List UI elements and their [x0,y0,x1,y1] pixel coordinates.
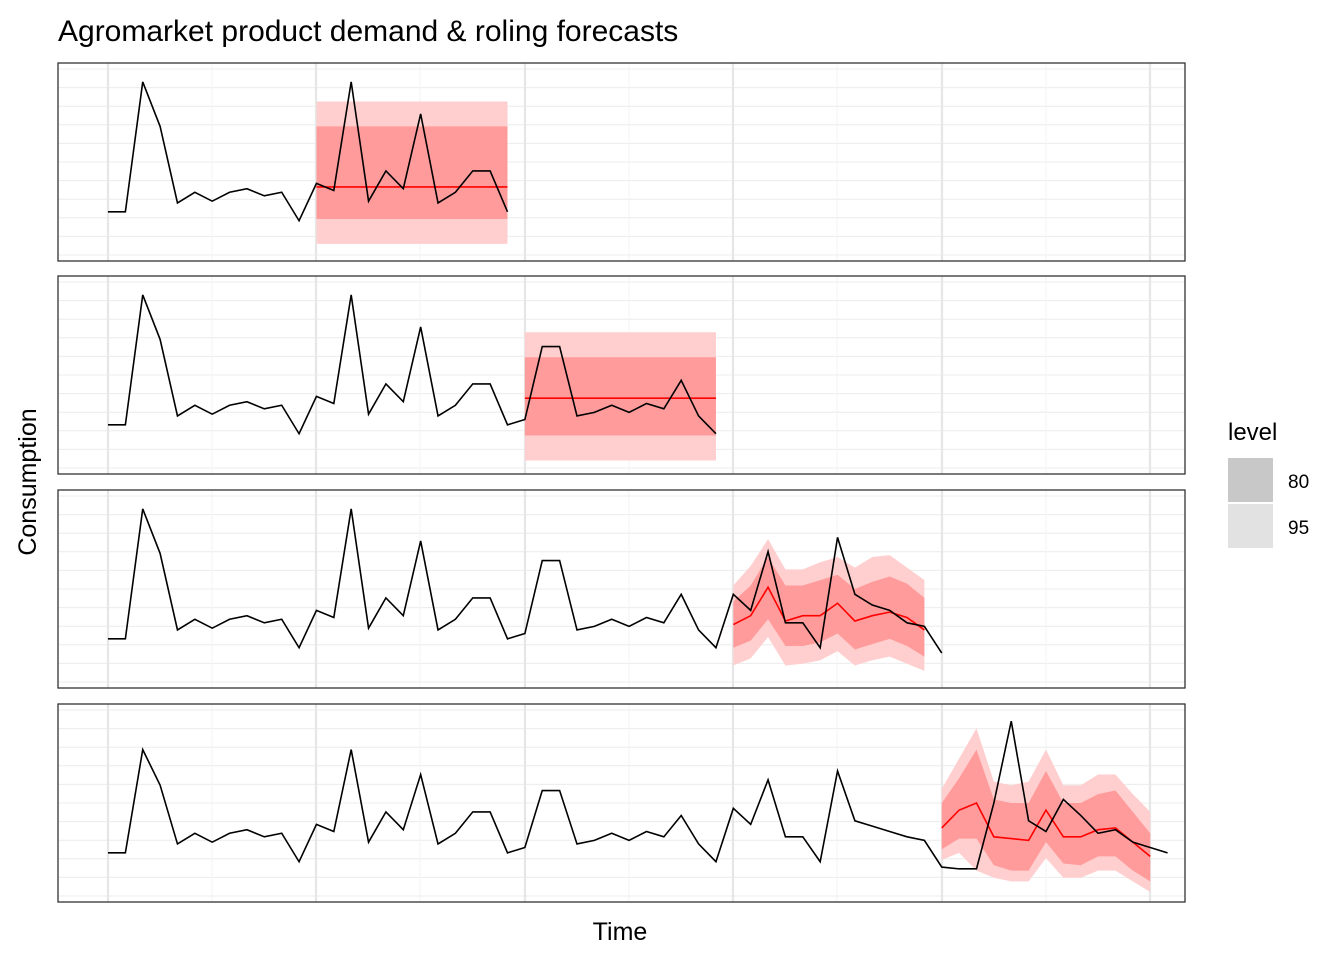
forecast-band-80 [524,357,716,436]
legend-label-80: 80 [1288,472,1309,493]
forecast-band-80 [316,126,508,219]
actual-series-line [108,508,943,654]
facet-panel-3 [57,489,1186,689]
panel-border [57,703,1186,903]
legend-key-95 [1228,504,1273,548]
panel-border [57,489,1186,689]
legend-title: level [1228,419,1277,446]
legend-label-95: 95 [1288,518,1309,539]
legend: level 80 95 [1228,419,1309,548]
panel-border [57,275,1186,475]
y-axis-title: Consumption [14,408,42,555]
forecast-mean-line [941,801,1151,858]
actual-series-line [108,720,1168,870]
forecast-band-80 [733,556,925,657]
facet-panel-4 [57,703,1186,903]
x-axis-title: Time [593,918,648,946]
actual-series-line [108,81,509,223]
chart-title: Agromarket product demand & roling forec… [58,15,678,48]
panel-border [57,62,1186,262]
facet-panel-1 [57,62,1186,262]
facet-panels [57,62,1186,903]
forecast-band-80 [941,749,1151,882]
legend-key-80 [1228,458,1273,502]
actual-series-line [108,294,717,436]
facet-panel-2 [57,275,1186,475]
